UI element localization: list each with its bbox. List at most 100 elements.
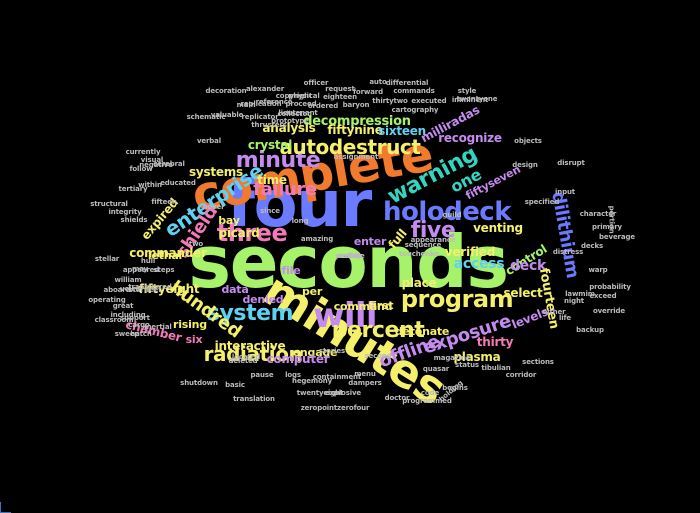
- cloud-word: portion: [607, 205, 616, 233]
- cloud-word: fiftyeight: [138, 282, 200, 296]
- cloud-word: differential: [385, 78, 429, 87]
- cloud-word: logs: [285, 370, 301, 379]
- cloud-word: inertial: [144, 322, 172, 331]
- cloud-word: menu: [354, 369, 376, 378]
- cloud-word: hatch: [130, 329, 152, 338]
- cloud-word: located: [231, 352, 261, 361]
- cloud-word: thrusters: [251, 120, 287, 129]
- cloud-word: design: [512, 160, 538, 169]
- cloud-word: programmed: [402, 396, 452, 405]
- cloud-word: forward: [353, 87, 383, 96]
- cloud-word: engage: [292, 345, 338, 359]
- cloud-word: stellar: [94, 254, 120, 263]
- cloud-word: radiation: [203, 342, 303, 366]
- cloud-word: replication: [240, 99, 282, 108]
- cloud-word: today: [339, 251, 361, 260]
- cloud-word: autodestruct: [279, 135, 421, 159]
- cloud-word: begins: [442, 383, 468, 392]
- cloud-word: venting: [473, 221, 523, 235]
- cloud-word: stories: [318, 346, 346, 355]
- cloud-word: per: [301, 284, 323, 298]
- cloud-word: since: [260, 206, 280, 215]
- cloud-word: integrity: [108, 207, 142, 216]
- cloud-word: override: [592, 306, 626, 315]
- cloud-word: corridor: [505, 370, 537, 379]
- cloud-word: pause: [250, 370, 274, 379]
- cloud-word: guild: [442, 210, 462, 219]
- cloud-word: data: [221, 282, 249, 296]
- cloud-word: code: [420, 388, 440, 397]
- cloud-word: magazine: [433, 353, 471, 362]
- cloud-word: steps: [153, 265, 175, 274]
- cloud-word: status: [455, 360, 479, 369]
- cloud-word: four: [227, 168, 372, 242]
- cloud-word: first: [368, 298, 394, 312]
- cloud-word: specified: [524, 197, 560, 206]
- cloud-word: sixteen: [378, 124, 426, 138]
- cloud-word: bay: [218, 213, 240, 227]
- cloud-word: visual: [140, 155, 164, 164]
- cloud-word: life: [558, 313, 572, 322]
- cloud-word: interactive: [214, 339, 286, 353]
- cloud-word: novel: [202, 202, 224, 211]
- cloud-word: baryon: [342, 100, 370, 109]
- cloud-word: containment: [312, 372, 362, 381]
- cloud-word: structural: [90, 199, 128, 208]
- cloud-word: computer: [266, 352, 330, 366]
- cloud-word: access: [453, 256, 505, 272]
- cloud-word: time: [257, 173, 287, 187]
- cloud-word: style: [457, 86, 477, 95]
- cloud-word: probability: [589, 282, 631, 291]
- cloud-word: beverage: [599, 232, 635, 241]
- cloud-word: wish: [341, 251, 359, 260]
- cloud-word: aboard: [103, 285, 131, 294]
- cloud-word: picard: [218, 226, 260, 240]
- cloud-word: operating: [88, 295, 126, 304]
- cloud-word: fiftynine: [327, 123, 383, 137]
- cloud-word: schematic: [186, 112, 226, 121]
- cloud-word: detonate: [394, 324, 450, 338]
- cloud-word: denied: [242, 292, 284, 306]
- cloud-word: ordered: [307, 101, 339, 110]
- cloud-word: program: [400, 285, 514, 313]
- cloud-word: thirty: [476, 335, 514, 349]
- cloud-word: failure: [253, 179, 317, 200]
- cloud-word: valuable: [210, 110, 244, 119]
- cloud-word: input: [554, 187, 576, 196]
- cloud-word: alexander: [245, 84, 285, 93]
- cloud-word: select: [503, 286, 543, 300]
- cloud-word: particle: [335, 251, 365, 260]
- cloud-word: sequence: [404, 240, 442, 249]
- cloud-word: holodeck: [383, 197, 511, 227]
- cloud-word: zeropointzerofour: [300, 403, 370, 412]
- cloud-word: minute: [235, 148, 321, 173]
- cloud-word: tibulian: [481, 363, 511, 372]
- cloud-word: shutdown: [180, 378, 218, 387]
- cloud-word: sweep: [114, 329, 140, 338]
- cloud-word: replicator: [241, 112, 279, 121]
- cloud-word: active: [338, 251, 362, 260]
- corner-mark: [0, 502, 11, 513]
- cloud-word: support: [120, 313, 150, 322]
- cloud-word: negative: [139, 160, 173, 169]
- cloud-word: recognize: [438, 131, 502, 145]
- cloud-word: objects: [514, 136, 542, 145]
- cloud-word: collector: [277, 109, 311, 118]
- cloud-word: thirtytwo: [372, 96, 408, 105]
- cloud-word: cartography: [391, 105, 439, 114]
- cloud-word: analysis: [262, 121, 316, 135]
- cloud-word: systems: [189, 165, 243, 179]
- cloud-word: deleted: [228, 356, 258, 365]
- cloud-word: distress: [552, 247, 584, 256]
- cloud-word: enter: [353, 234, 387, 248]
- cloud-word: prototype: [271, 116, 309, 125]
- cloud-word: appearance: [410, 235, 456, 244]
- cloud-word: second: [364, 351, 392, 360]
- cloud-word: disrupt: [557, 158, 585, 167]
- cloud-word: file: [281, 263, 301, 277]
- cloud-word: decks: [580, 241, 604, 250]
- cloud-word: amazing: [300, 234, 334, 243]
- cloud-word: commander: [129, 246, 207, 260]
- cloud-word: matrix: [337, 251, 363, 260]
- cloud-word: twentyone: [456, 94, 498, 103]
